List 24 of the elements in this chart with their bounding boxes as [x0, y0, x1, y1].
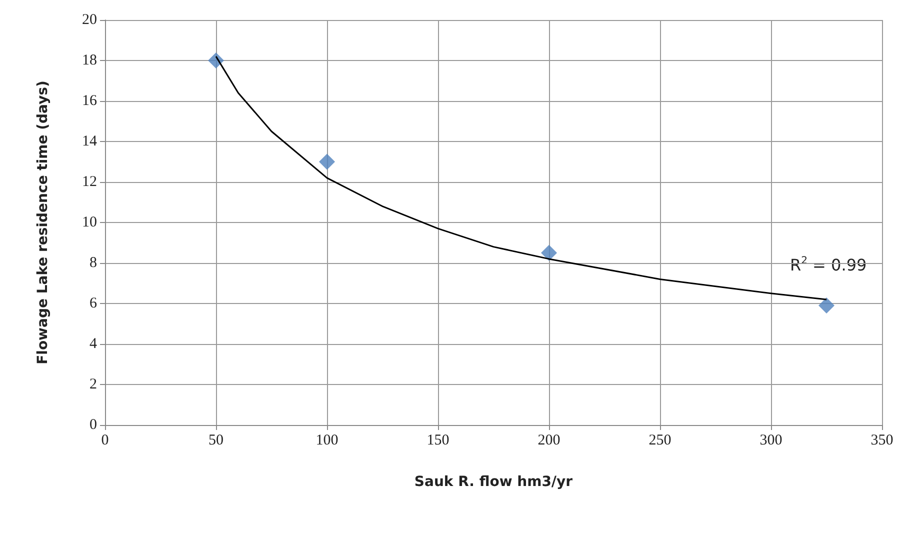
x-tick-label: 150 [426, 432, 450, 448]
x-tick-label: 100 [316, 432, 338, 448]
point [541, 244, 557, 261]
x-tick-label: 0 [101, 432, 109, 448]
y-tick-label: 0 [90, 417, 97, 433]
y-tick-label: 14 [82, 134, 98, 150]
x-tick-label: 300 [760, 432, 782, 448]
x-tick-label: 350 [870, 432, 894, 448]
x-tick-label: 200 [538, 432, 560, 448]
y-tick-label: 20 [82, 12, 97, 28]
y-tick-label: 16 [82, 93, 98, 109]
y-tick-label: 10 [82, 214, 97, 230]
y-tick-label: 12 [82, 174, 97, 190]
x-tick-label: 50 [208, 432, 224, 448]
y-tick-label: 4 [90, 336, 98, 352]
x-tick-label: 250 [648, 432, 672, 448]
y-tick-label: 6 [90, 296, 98, 312]
y-axis-title: Flowage Lake residence time (days) [35, 80, 51, 364]
x-axis-title: Sauk R. flow hm3/yr [414, 474, 573, 490]
y-tick-label: 18 [82, 52, 97, 68]
y-tick-label: 8 [90, 255, 97, 271]
y-tick-label: 2 [90, 376, 97, 392]
point [319, 154, 335, 170]
point [818, 298, 834, 314]
